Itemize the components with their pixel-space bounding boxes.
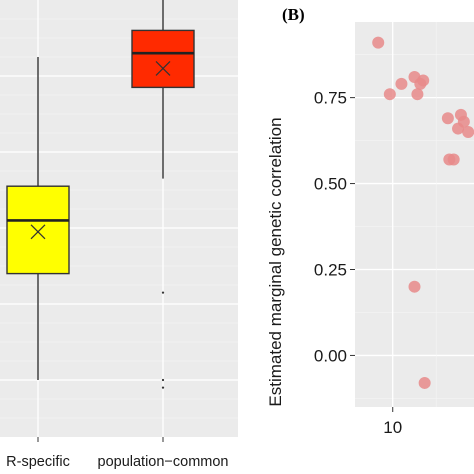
box-r-specific <box>6 57 70 380</box>
x-tick-label: 10 <box>383 418 402 437</box>
outlier-point <box>161 378 165 382</box>
panel-a-x-axis: R-specific population−common <box>6 437 229 470</box>
scatter-point <box>395 77 408 90</box>
box-iqr <box>6 185 70 275</box>
panel-b-scatter: (B) Estimated marginal genetic correlati… <box>266 5 474 437</box>
x-tick-label: population−common <box>98 454 229 470</box>
y-tick-label: 0.75 <box>314 89 347 108</box>
mean-marker <box>30 224 46 240</box>
panel-a-boxplot: R-specific population−common <box>0 0 238 470</box>
panel-b-grid <box>355 22 474 407</box>
outlier-point <box>161 386 165 389</box>
panel-b-y-axis-label: Estimated marginal genetic correlation <box>266 117 285 406</box>
panel-a-boxes <box>6 0 195 389</box>
scatter-point <box>418 376 431 389</box>
panel-b-label: (B) <box>282 5 305 24</box>
panel-b-points <box>372 36 474 389</box>
y-tick-label: 0.00 <box>314 346 347 365</box>
scatter-point <box>447 153 460 166</box>
scatter-point <box>417 74 430 87</box>
panel-b-background <box>355 22 474 407</box>
scatter-point <box>372 36 385 49</box>
scatter-point <box>383 88 396 101</box>
y-tick-label: 0.50 <box>314 175 347 194</box>
scatter-point <box>441 112 454 125</box>
x-tick-label: R-specific <box>6 454 70 470</box>
scatter-point <box>457 115 470 128</box>
box-population-common <box>131 0 195 389</box>
scatter-point <box>408 280 421 293</box>
panel-b-y-axis: 0.00 0.25 0.50 0.75 <box>314 89 355 365</box>
y-tick-label: 0.25 <box>314 261 347 280</box>
mean-marker <box>155 60 171 76</box>
scatter-point <box>462 126 474 138</box>
box-iqr <box>131 29 195 89</box>
panel-b-x-axis: 10 <box>383 407 402 437</box>
outlier-point <box>161 291 165 294</box>
scatter-point <box>411 88 424 101</box>
